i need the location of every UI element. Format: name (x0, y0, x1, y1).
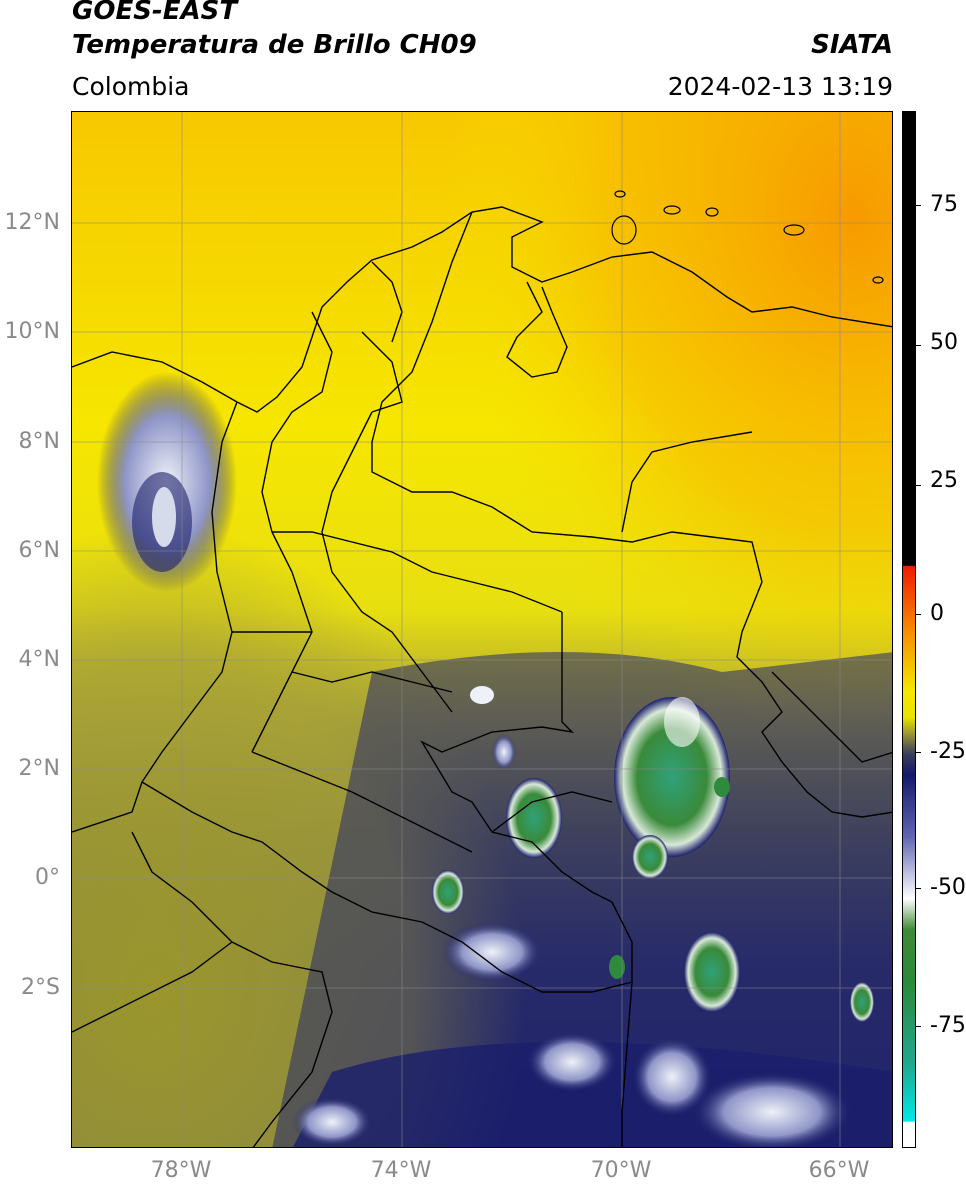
colorbar-tick (916, 888, 921, 889)
colorbar-tick (916, 345, 921, 346)
colorbar-tick (916, 614, 921, 615)
region-label: Colombia (72, 72, 190, 101)
colorbar-label-50: 50 (930, 330, 958, 355)
lat-label-0: 0° (35, 865, 60, 890)
colorbar-tick (916, 752, 921, 753)
gridlines (72, 112, 892, 1147)
lat-label-4n: 4°N (18, 647, 60, 672)
colorbar-label-minus50: -50 (930, 875, 966, 900)
lat-label-8n: 8°N (18, 429, 60, 454)
satellite-map[interactable] (71, 111, 893, 1148)
title-satellite: GOES-EAST (72, 0, 238, 26)
colorbar (902, 111, 916, 1148)
colorbar-label-minus75: -75 (930, 1013, 966, 1038)
colorbar-label-25: 25 (930, 468, 958, 493)
brightness-field (72, 112, 892, 1147)
colorbar-tick (916, 205, 921, 206)
colorbar-label-75: 75 (930, 192, 958, 217)
lon-label-78w: 78°W (150, 1158, 212, 1183)
colorbar-tick (916, 1026, 921, 1027)
colorbar-label-minus25: -25 (930, 739, 966, 764)
islands (611, 190, 884, 284)
cloud-cells (97, 372, 874, 1147)
timestamp-label: 2024-02-13 13:19 (667, 72, 893, 101)
lon-label-66w: 66°W (808, 1158, 870, 1183)
lon-label-70w: 70°W (590, 1158, 652, 1183)
lat-label-2n: 2°N (18, 756, 60, 781)
lat-label-12n: 12°N (4, 210, 60, 235)
lat-label-10n: 10°N (4, 319, 60, 344)
lat-label-6n: 6°N (18, 538, 60, 563)
lon-label-74w: 74°W (370, 1158, 432, 1183)
brand-label: SIATA (811, 30, 893, 60)
borders (72, 206, 892, 1147)
colorbar-tick (916, 485, 921, 486)
lat-label-2s: 2°S (21, 975, 60, 1000)
colorbar-label-0: 0 (930, 601, 944, 626)
title-product: Temperatura de Brillo CH09 (72, 30, 477, 60)
